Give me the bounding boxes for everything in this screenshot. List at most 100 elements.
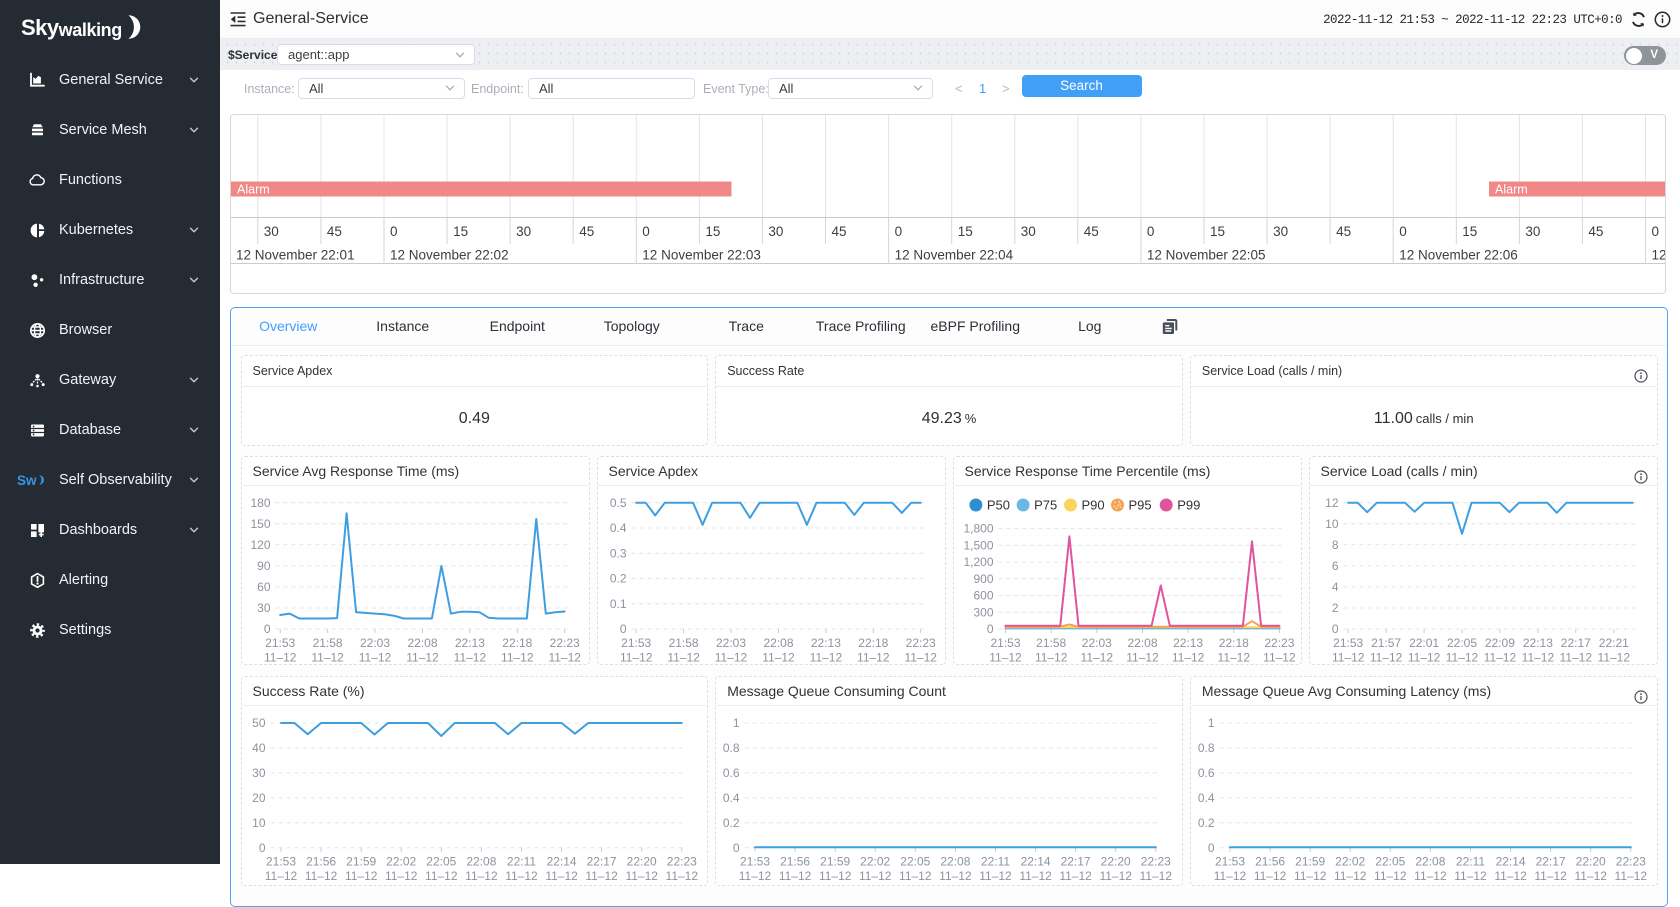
svg-text:11–12: 11–12 <box>1171 650 1204 664</box>
svg-text:11–12: 11–12 <box>1140 869 1173 883</box>
svg-text:11–12: 11–12 <box>453 650 486 664</box>
svg-text:180: 180 <box>250 495 270 509</box>
svg-text:22:08: 22:08 <box>941 855 971 869</box>
svg-text:11–12: 11–12 <box>1597 650 1630 664</box>
svg-text:0: 0 <box>895 224 903 239</box>
svg-text:22:08: 22:08 <box>1415 855 1445 869</box>
svg-text:22:11: 22:11 <box>981 855 1010 869</box>
svg-text:11–12: 11–12 <box>1126 650 1159 664</box>
svg-text:0: 0 <box>263 622 270 636</box>
svg-text:22:11: 22:11 <box>1456 855 1485 869</box>
svg-text:45: 45 <box>579 224 594 239</box>
svg-text:30: 30 <box>516 224 531 239</box>
svg-text:21:53: 21:53 <box>265 636 295 650</box>
svg-text:11–12: 11–12 <box>1294 869 1327 883</box>
svg-text:21:53: 21:53 <box>1333 636 1363 650</box>
svg-text:11–12: 11–12 <box>358 650 391 664</box>
svg-text:11–12: 11–12 <box>625 869 658 883</box>
svg-text:22:11: 22:11 <box>506 855 535 869</box>
svg-text:11–12: 11–12 <box>979 869 1012 883</box>
svg-text:12 November 22:06: 12 November 22:06 <box>1399 247 1518 262</box>
svg-text:22:02: 22:02 <box>386 855 416 869</box>
svg-text:22:08: 22:08 <box>1127 636 1157 650</box>
svg-text:11–12: 11–12 <box>465 869 498 883</box>
svg-text:22:18: 22:18 <box>858 636 888 650</box>
svg-text:45: 45 <box>1336 224 1351 239</box>
svg-text:22:02: 22:02 <box>1335 855 1365 869</box>
svg-text:11–12: 11–12 <box>904 650 937 664</box>
svg-text:22:05: 22:05 <box>426 855 456 869</box>
svg-text:11–12: 11–12 <box>857 650 890 664</box>
svg-text:11–12: 11–12 <box>585 869 618 883</box>
svg-text:11–12: 11–12 <box>762 650 795 664</box>
svg-text:0.3: 0.3 <box>609 546 626 560</box>
svg-text:P95: P95 <box>1128 497 1151 512</box>
svg-text:21:56: 21:56 <box>780 855 810 869</box>
svg-text:22:20: 22:20 <box>1576 855 1606 869</box>
svg-text:45: 45 <box>1588 224 1603 239</box>
svg-text:150: 150 <box>250 516 270 530</box>
svg-text:0.5: 0.5 <box>609 495 626 509</box>
svg-text:22:01: 22:01 <box>1409 636 1439 650</box>
svg-text:11–12: 11–12 <box>1331 650 1364 664</box>
svg-text:45: 45 <box>327 224 342 239</box>
svg-text:0: 0 <box>733 841 740 855</box>
svg-text:21:56: 21:56 <box>306 855 336 869</box>
svg-text:8: 8 <box>1331 537 1338 551</box>
svg-text:30: 30 <box>257 601 271 615</box>
svg-text:11–12: 11–12 <box>1020 869 1053 883</box>
svg-text:15: 15 <box>1210 224 1225 239</box>
svg-text:0: 0 <box>619 622 626 636</box>
svg-text:11–12: 11–12 <box>1559 650 1592 664</box>
svg-text:1: 1 <box>1208 716 1215 730</box>
svg-text:0: 0 <box>1652 224 1660 239</box>
svg-text:0: 0 <box>1331 622 1338 636</box>
svg-text:22:17: 22:17 <box>586 855 616 869</box>
svg-text:0.4: 0.4 <box>609 521 626 535</box>
svg-text:11–12: 11–12 <box>263 650 296 664</box>
svg-text:22:08: 22:08 <box>407 636 437 650</box>
svg-text:11–12: 11–12 <box>1263 650 1296 664</box>
svg-text:22:23: 22:23 <box>905 636 935 650</box>
svg-text:21:53: 21:53 <box>990 636 1020 650</box>
svg-text:22:13: 22:13 <box>1522 636 1552 650</box>
svg-text:12 November 22:07: 12 November 22:07 <box>1652 247 1666 262</box>
svg-text:11–12: 11–12 <box>1574 869 1607 883</box>
svg-text:22:08: 22:08 <box>763 636 793 650</box>
svg-text:11–12: 11–12 <box>714 650 747 664</box>
svg-text:90: 90 <box>257 558 271 572</box>
svg-text:21:59: 21:59 <box>1295 855 1325 869</box>
svg-text:11–12: 11–12 <box>1060 869 1093 883</box>
svg-text:21:59: 21:59 <box>346 855 376 869</box>
svg-text:11–12: 11–12 <box>545 869 578 883</box>
svg-text:15: 15 <box>705 224 720 239</box>
svg-text:P75: P75 <box>1034 497 1057 512</box>
svg-text:P99: P99 <box>1177 497 1200 512</box>
svg-text:11–12: 11–12 <box>1445 650 1478 664</box>
svg-text:15: 15 <box>958 224 973 239</box>
svg-text:30: 30 <box>252 766 266 780</box>
svg-text:22:20: 22:20 <box>626 855 656 869</box>
svg-text:12 November 22:05: 12 November 22:05 <box>1147 247 1266 262</box>
svg-text:11–12: 11–12 <box>311 650 344 664</box>
svg-text:11–12: 11–12 <box>1614 869 1647 883</box>
svg-text:11–12: 11–12 <box>425 869 458 883</box>
svg-text:11–12: 11–12 <box>779 869 812 883</box>
svg-text:11–12: 11–12 <box>859 869 892 883</box>
svg-text:0: 0 <box>1208 841 1215 855</box>
svg-text:22:03: 22:03 <box>359 636 389 650</box>
svg-text:P50: P50 <box>986 497 1009 512</box>
svg-text:22:23: 22:23 <box>549 636 579 650</box>
svg-text:40: 40 <box>252 741 266 755</box>
svg-text:22:13: 22:13 <box>810 636 840 650</box>
svg-text:11–12: 11–12 <box>1080 650 1113 664</box>
svg-text:120: 120 <box>250 537 270 551</box>
svg-text:11–12: 11–12 <box>939 869 972 883</box>
svg-text:0.2: 0.2 <box>723 816 740 830</box>
svg-text:12 November 22:01: 12 November 22:01 <box>236 247 355 262</box>
svg-text:11–12: 11–12 <box>1254 869 1287 883</box>
svg-text:11–12: 11–12 <box>304 869 337 883</box>
svg-text:12 November 22:03: 12 November 22:03 <box>642 247 761 262</box>
svg-text:21:53: 21:53 <box>740 855 770 869</box>
svg-text:0: 0 <box>390 224 398 239</box>
